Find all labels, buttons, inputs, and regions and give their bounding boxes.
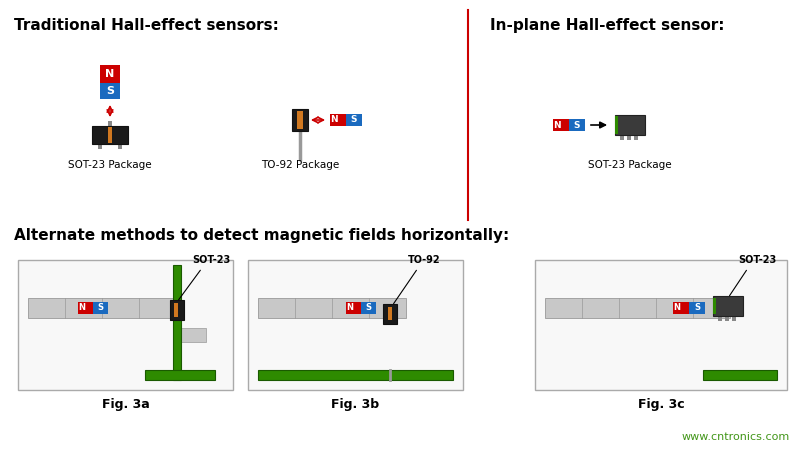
Bar — [174, 303, 178, 317]
Text: SOT-23 Package: SOT-23 Package — [588, 160, 672, 170]
Bar — [92, 126, 128, 144]
Bar — [181, 328, 206, 342]
Bar — [689, 302, 705, 314]
Bar — [100, 83, 120, 99]
Text: In-plane Hall-effect sensor:: In-plane Hall-effect sensor: — [490, 18, 725, 33]
Bar — [100, 65, 120, 83]
Bar — [170, 300, 184, 320]
Bar — [569, 119, 585, 131]
Text: Fig. 3c: Fig. 3c — [638, 398, 684, 411]
Text: S: S — [350, 116, 358, 125]
Text: S: S — [694, 303, 700, 312]
Bar — [713, 298, 716, 314]
Bar — [292, 109, 308, 131]
Bar — [258, 298, 406, 318]
Bar — [634, 135, 638, 140]
Bar — [98, 144, 102, 149]
Text: S: S — [366, 303, 371, 312]
Text: www.cntronics.com: www.cntronics.com — [682, 432, 790, 442]
Text: N: N — [346, 303, 354, 312]
Bar — [93, 302, 108, 314]
Text: Fig. 3b: Fig. 3b — [331, 398, 379, 411]
Bar — [361, 302, 376, 314]
Bar — [108, 121, 112, 126]
Bar — [388, 307, 392, 320]
Bar — [383, 304, 397, 324]
Text: S: S — [106, 86, 114, 96]
Text: S: S — [574, 121, 580, 130]
Text: N: N — [330, 116, 338, 125]
Text: Traditional Hall-effect sensors:: Traditional Hall-effect sensors: — [14, 18, 279, 33]
Bar — [615, 115, 645, 135]
Bar — [545, 298, 730, 318]
Text: N: N — [106, 69, 114, 79]
Bar — [627, 135, 631, 140]
Bar — [535, 260, 787, 390]
Bar — [297, 111, 303, 129]
Bar — [615, 116, 618, 134]
Text: SOT-23 Package: SOT-23 Package — [68, 160, 152, 170]
Text: Fig. 3a: Fig. 3a — [102, 398, 150, 411]
Bar — [145, 370, 215, 380]
Bar — [78, 302, 93, 314]
Bar — [118, 144, 122, 149]
Text: N: N — [553, 121, 561, 130]
Text: S: S — [98, 303, 103, 312]
Text: Alternate methods to detect magnetic fields horizontally:: Alternate methods to detect magnetic fie… — [14, 228, 510, 243]
Bar — [173, 265, 181, 380]
Bar — [718, 316, 722, 321]
Bar — [732, 316, 736, 321]
Text: TO-92 Package: TO-92 Package — [261, 160, 339, 170]
Text: N: N — [674, 303, 681, 312]
Bar — [18, 260, 233, 390]
Bar — [346, 302, 361, 314]
Text: TO-92: TO-92 — [408, 255, 441, 265]
Bar — [248, 260, 463, 390]
Bar — [553, 119, 569, 131]
Bar — [108, 127, 112, 143]
Bar — [620, 135, 624, 140]
Text: N: N — [78, 303, 86, 312]
Bar — [258, 370, 453, 380]
Bar — [713, 296, 743, 316]
Bar — [346, 114, 362, 126]
Bar — [725, 316, 729, 321]
Bar — [703, 370, 777, 380]
Bar — [330, 114, 346, 126]
Bar — [673, 302, 689, 314]
Bar — [28, 298, 176, 318]
Text: SOT-23: SOT-23 — [738, 255, 776, 265]
Text: SOT-23: SOT-23 — [192, 255, 230, 265]
